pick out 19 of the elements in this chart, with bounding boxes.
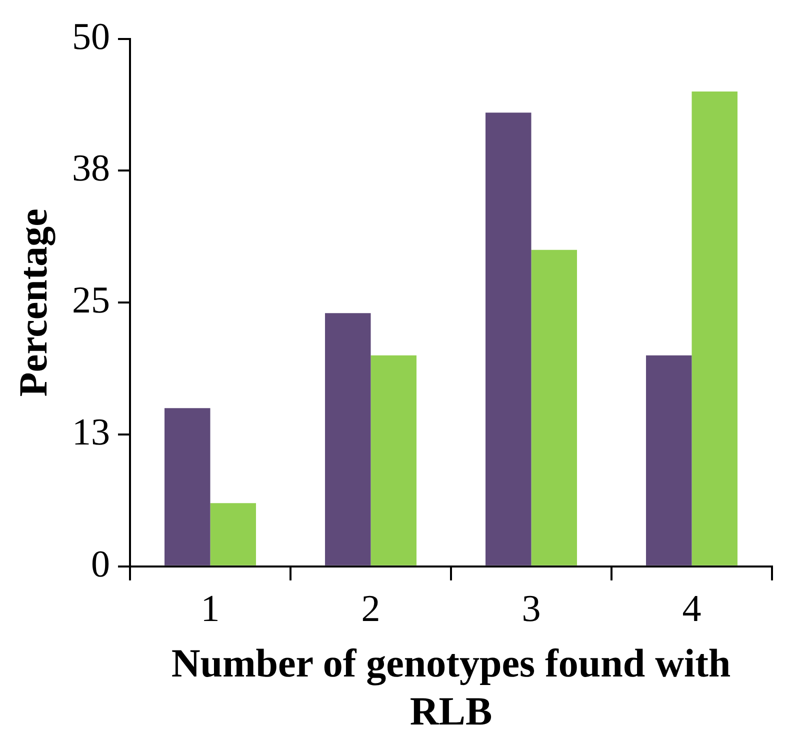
bar xyxy=(486,112,532,566)
x-tick-label: 1 xyxy=(200,588,220,630)
y-axis-title: Percentage xyxy=(10,208,56,397)
x-tick-label: 2 xyxy=(361,588,380,630)
x-axis-title: Number of genotypes found with RLB xyxy=(171,640,731,734)
bar xyxy=(210,503,256,566)
y-tick-label: 0 xyxy=(91,543,110,586)
x-tick-label: 4 xyxy=(682,588,702,630)
y-tick-label: 38 xyxy=(72,148,110,190)
bar xyxy=(646,355,692,566)
y-tick-label: 13 xyxy=(72,411,110,454)
y-tick-label: 25 xyxy=(72,280,110,322)
y-tick-label: 50 xyxy=(72,16,110,58)
bar xyxy=(370,355,416,566)
bar xyxy=(531,250,577,566)
x-tick-label: 3 xyxy=(522,588,541,630)
bar xyxy=(325,313,371,566)
bar xyxy=(164,408,210,566)
bar xyxy=(692,92,738,566)
